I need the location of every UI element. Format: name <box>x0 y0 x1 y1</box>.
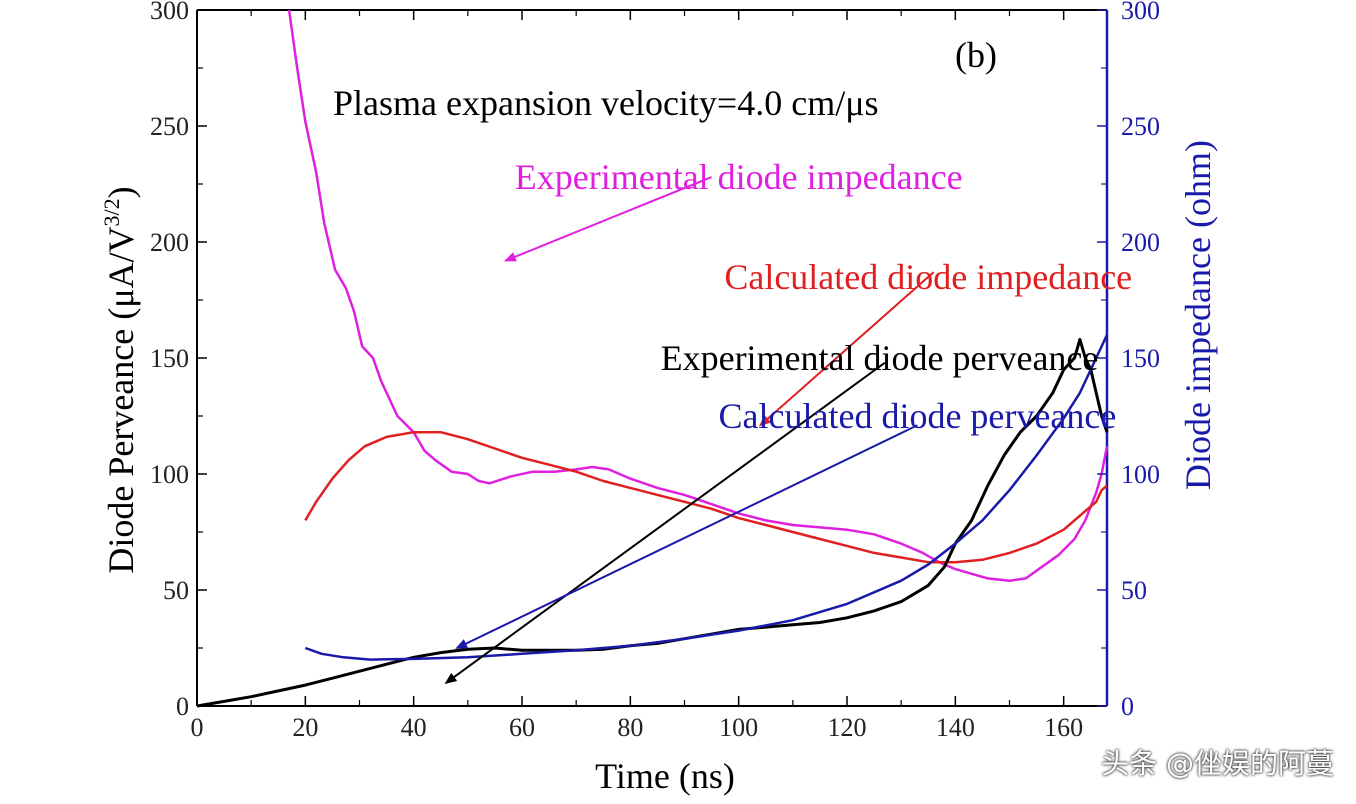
calc-perveance-label-arrow <box>455 424 918 649</box>
panel-label: (b) <box>955 35 997 75</box>
chart-subtitle: Plasma expansion velocity=4.0 cm/μs <box>333 83 879 123</box>
watermark-text: 头条 @侳娱的阿蔓 <box>1101 747 1334 780</box>
watermark: 头条 @侳娱的阿蔓 <box>1101 742 1334 782</box>
exp-impedance-label: Experimental diode impedance <box>515 157 963 197</box>
x-tick-label: 40 <box>401 713 427 742</box>
x-tick-label: 140 <box>936 713 975 742</box>
y-left-tick-label: 150 <box>150 344 189 373</box>
y-axis-left-title-main: Diode Perveance (μA/V <box>101 226 141 573</box>
annotation-layer: Experimental diode impedance Calculated d… <box>444 157 1132 684</box>
x-tick-label: 80 <box>617 713 643 742</box>
calc-impedance-label: Calculated diode impedance <box>724 257 1132 297</box>
y-left-tick-label: 50 <box>163 576 189 605</box>
x-tick-label: 20 <box>292 713 318 742</box>
y-axis-left-title-close: ) <box>101 186 141 198</box>
experimental-diode-impedance-line <box>287 9 1109 582</box>
calc-perveance-label: Calculated diode perveance <box>719 396 1117 436</box>
x-tick-label: 100 <box>719 713 758 742</box>
y-axis-right-title: Diode impedance (ohm) <box>1178 140 1218 490</box>
x-axis-title: Time (ns) <box>595 756 735 796</box>
exp-impedance-label-arrow <box>503 176 712 262</box>
y-right-tick-label: 300 <box>1121 0 1160 25</box>
y-left-tick-label: 200 <box>150 228 189 257</box>
y-right-tick-label: 150 <box>1121 344 1160 373</box>
y-axis-left-title-sup: 3/2 <box>99 198 124 226</box>
calculated-diode-impedance-line <box>304 430 1108 564</box>
y-right-tick-label: 50 <box>1121 576 1147 605</box>
exp-perveance-label-arrow <box>444 361 886 684</box>
x-tick-label: 0 <box>191 713 204 742</box>
y-left-tick-label: 250 <box>150 112 189 141</box>
y-right-tick-label: 0 <box>1121 692 1134 721</box>
tick-layer: 0 20 40 60 80 100 120 140 160 0 50 100 150 200 250 300 0… <box>150 0 1160 742</box>
y-left-tick-label: 0 <box>176 692 189 721</box>
experimental-diode-perveance-line <box>196 337 1109 708</box>
series-layer <box>196 9 1109 708</box>
y-right-tick-label: 250 <box>1121 112 1160 141</box>
exp-perveance-label: Experimental diode perveance <box>661 338 1099 378</box>
x-tick-label: 120 <box>828 713 867 742</box>
y-right-tick-label: 100 <box>1121 460 1160 489</box>
x-tick-label: 160 <box>1044 713 1083 742</box>
y-right-tick-label: 200 <box>1121 228 1160 257</box>
y-left-tick-label: 100 <box>150 460 189 489</box>
y-left-tick-label: 300 <box>150 0 189 25</box>
calculated-diode-perveance-line <box>304 334 1109 661</box>
y-axis-left-title: Diode Perveance (μA/V3/2) <box>99 186 141 573</box>
calc-impedance-label-arrow <box>758 271 935 427</box>
x-tick-label: 60 <box>509 713 535 742</box>
